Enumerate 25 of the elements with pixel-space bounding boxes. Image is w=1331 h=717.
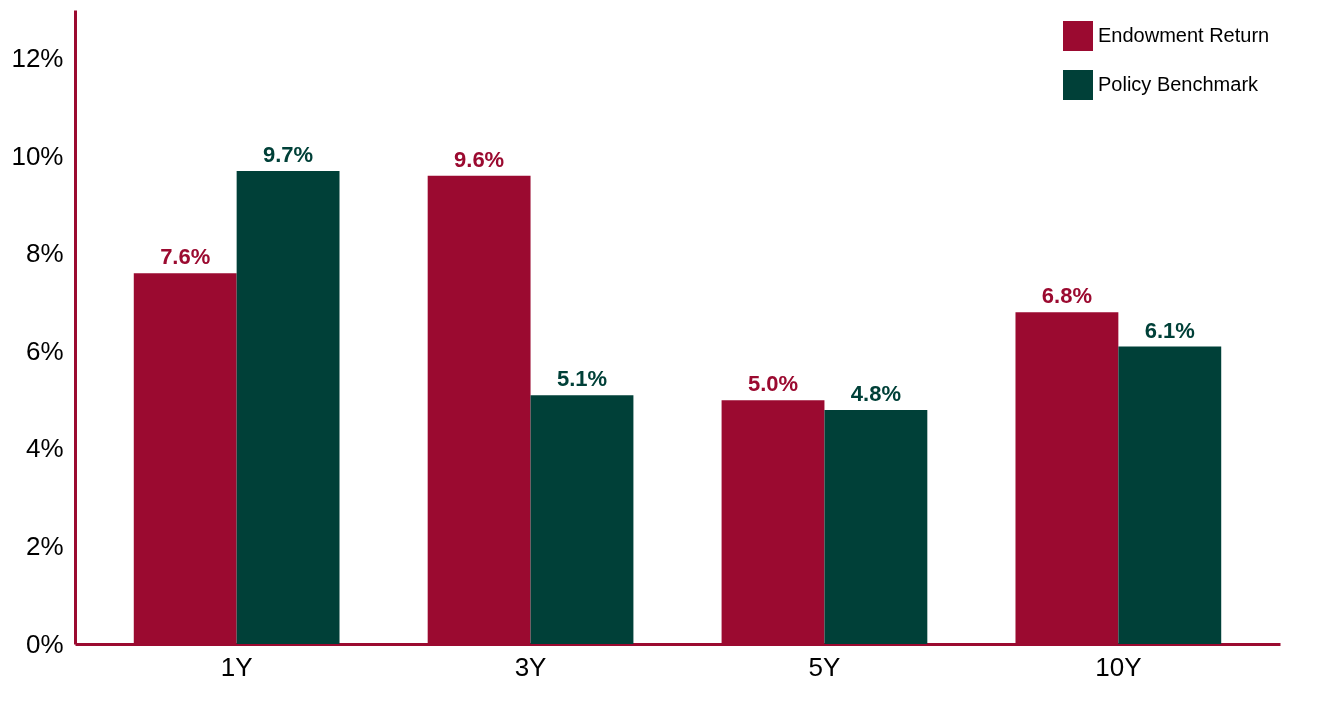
x-tick-label: 5Y: [808, 651, 841, 682]
data-label: 5.0%: [747, 371, 799, 397]
bar: [530, 395, 634, 644]
data-label: 9.7%: [263, 141, 314, 167]
data-label: 7.6%: [160, 244, 211, 270]
data-label: 4.8%: [850, 380, 901, 406]
y-tick-label: 10%: [11, 140, 64, 171]
y-tick-label: 0%: [25, 628, 64, 659]
bar: [824, 409, 928, 644]
legend-label: Endowment Return: [1098, 24, 1270, 46]
x-tick-label: 1Y: [220, 651, 253, 682]
data-label: 6.1%: [1144, 317, 1195, 343]
y-tick-label: 4%: [25, 433, 64, 464]
x-tick-label: 3Y: [514, 651, 547, 682]
data-label: 6.8%: [1041, 283, 1092, 309]
data-label: 9.6%: [454, 146, 505, 172]
y-tick-label: 2%: [25, 530, 64, 561]
data-label: 5.1%: [556, 366, 608, 392]
bar: [236, 170, 340, 644]
y-tick-label: 12%: [11, 43, 64, 74]
y-tick-label: 8%: [25, 238, 64, 269]
legend-label: Policy Benchmark: [1098, 73, 1260, 95]
y-tick-label: 6%: [25, 335, 64, 366]
bar: [1118, 346, 1222, 644]
x-tick-label: 10Y: [1095, 651, 1142, 682]
